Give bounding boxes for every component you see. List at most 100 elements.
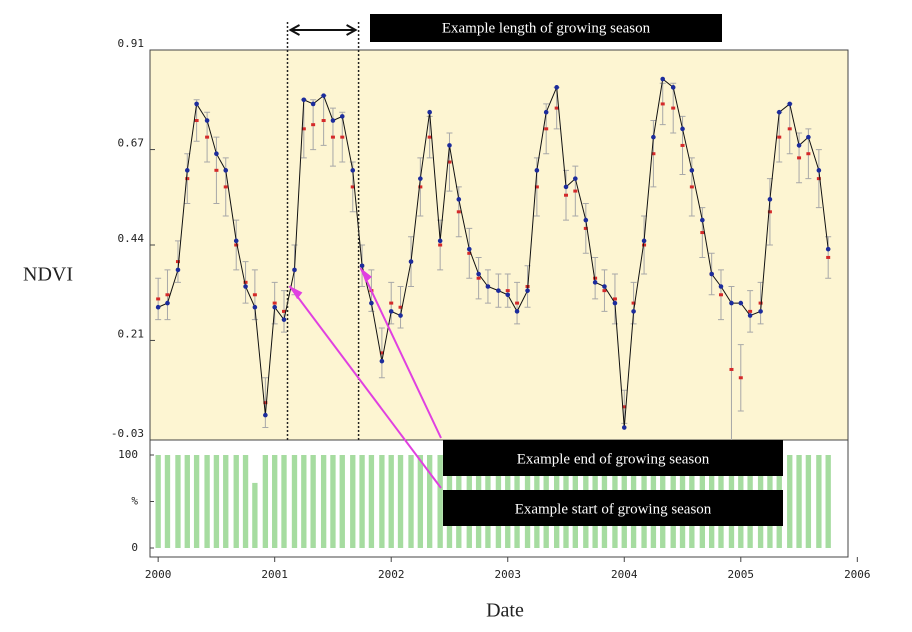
mean-point [729, 367, 734, 371]
coverage-bar [787, 455, 793, 548]
mean-point [252, 293, 257, 297]
ndvi-point [408, 259, 414, 264]
ndvi-point [194, 101, 199, 107]
arrow-head [360, 267, 372, 283]
x-tick-label: 2004 [611, 568, 638, 581]
ndvi-point [680, 126, 685, 132]
ndvi-point [476, 271, 481, 277]
mean-point [263, 401, 268, 405]
ndvi-point [456, 197, 462, 202]
coverage-bar [350, 455, 356, 548]
ndvi-point [592, 280, 598, 285]
coverage-bar [281, 455, 287, 548]
mean-point [564, 193, 569, 197]
ndvi-point [621, 425, 627, 430]
ndvi-point [543, 109, 549, 115]
mean-point [321, 119, 326, 123]
annotations: Example length of growing season Example … [286, 14, 783, 526]
mean-point [700, 231, 705, 235]
coverage-bar [796, 455, 802, 548]
ndvi-point [514, 309, 520, 314]
ndvi-point [175, 267, 181, 273]
mean-point [330, 135, 335, 139]
mean-point [311, 123, 316, 127]
coverage-bar [368, 455, 375, 548]
x-tick-label: 2000 [145, 568, 172, 581]
mean-point [505, 289, 510, 293]
mean-point [797, 156, 802, 160]
ndvi-point [602, 284, 607, 289]
mean-point [165, 293, 170, 297]
ndvi-point [466, 246, 472, 252]
ndvi-point [767, 197, 773, 202]
ndvi-point [310, 101, 316, 107]
mean-point [622, 405, 627, 409]
ndvi-point [243, 284, 248, 289]
mean-point [593, 276, 598, 280]
ndvi-point [670, 85, 676, 90]
coverage-bar [272, 455, 278, 548]
mean-point [214, 168, 219, 172]
ndvi-point [350, 168, 356, 173]
x-tick-label: 2002 [378, 568, 405, 581]
annotation-box [443, 440, 783, 476]
mean-point [156, 297, 161, 301]
mean-point [398, 305, 403, 309]
mean-point [602, 289, 607, 293]
mean-point [544, 127, 549, 131]
ndvi-point [214, 151, 219, 157]
annotation-text: Example end of growing season [517, 451, 710, 467]
ndvi-point [534, 168, 540, 173]
annotation-box [443, 490, 783, 526]
ndvi-point [631, 309, 636, 314]
ndvi-point [747, 313, 753, 318]
ndvi-point [155, 304, 161, 310]
coverage-bar [320, 455, 327, 548]
arrow-head [289, 285, 303, 300]
x-tick-label: 2005 [728, 568, 755, 581]
mean-point [272, 301, 277, 305]
x-tick-label: 2001 [261, 568, 288, 581]
coverage-bar [262, 455, 269, 548]
y-tick-label: 100 [118, 448, 138, 461]
mean-point [680, 143, 685, 147]
ndvi-point [330, 118, 336, 123]
ndvi-line [157, 78, 829, 428]
coverage-bar [233, 455, 239, 548]
y-tick-label: 0.44 [118, 232, 145, 245]
mean-point [777, 135, 782, 139]
annotation-arrow [359, 267, 442, 439]
coverage-bar [437, 455, 443, 548]
ndvi-point [641, 238, 647, 244]
ndvi-point [651, 134, 656, 140]
coverage-bar [816, 455, 822, 548]
mean-point [379, 351, 384, 355]
ndvi-point [796, 143, 802, 148]
coverage-bar [310, 455, 316, 548]
ndvi-point [505, 292, 511, 298]
mean-point [427, 135, 432, 139]
mean-point [642, 243, 647, 247]
mean-point [243, 280, 248, 284]
ndvi-point [612, 300, 618, 306]
coverage-bar [164, 455, 171, 548]
x-tick-label: 2006 [844, 568, 871, 581]
mean-point [748, 309, 753, 313]
ndvi-point [281, 317, 287, 322]
ndvi-point [263, 412, 268, 418]
ndvi-point [204, 118, 210, 123]
x-axis-label: Date [486, 600, 524, 622]
mean-point [456, 210, 461, 214]
ndvi-point [776, 109, 782, 115]
mean-point [554, 106, 559, 110]
coverage-bar [379, 455, 385, 548]
ndvi-point [252, 304, 258, 310]
mean-point [476, 276, 481, 280]
mean-point [175, 260, 180, 264]
coverage-bar [175, 455, 181, 548]
ndvi-point [292, 267, 297, 273]
ndvi-point [806, 134, 811, 140]
coverage-bar [242, 455, 249, 548]
mean-point [573, 189, 578, 193]
coverage-bar [805, 455, 812, 548]
